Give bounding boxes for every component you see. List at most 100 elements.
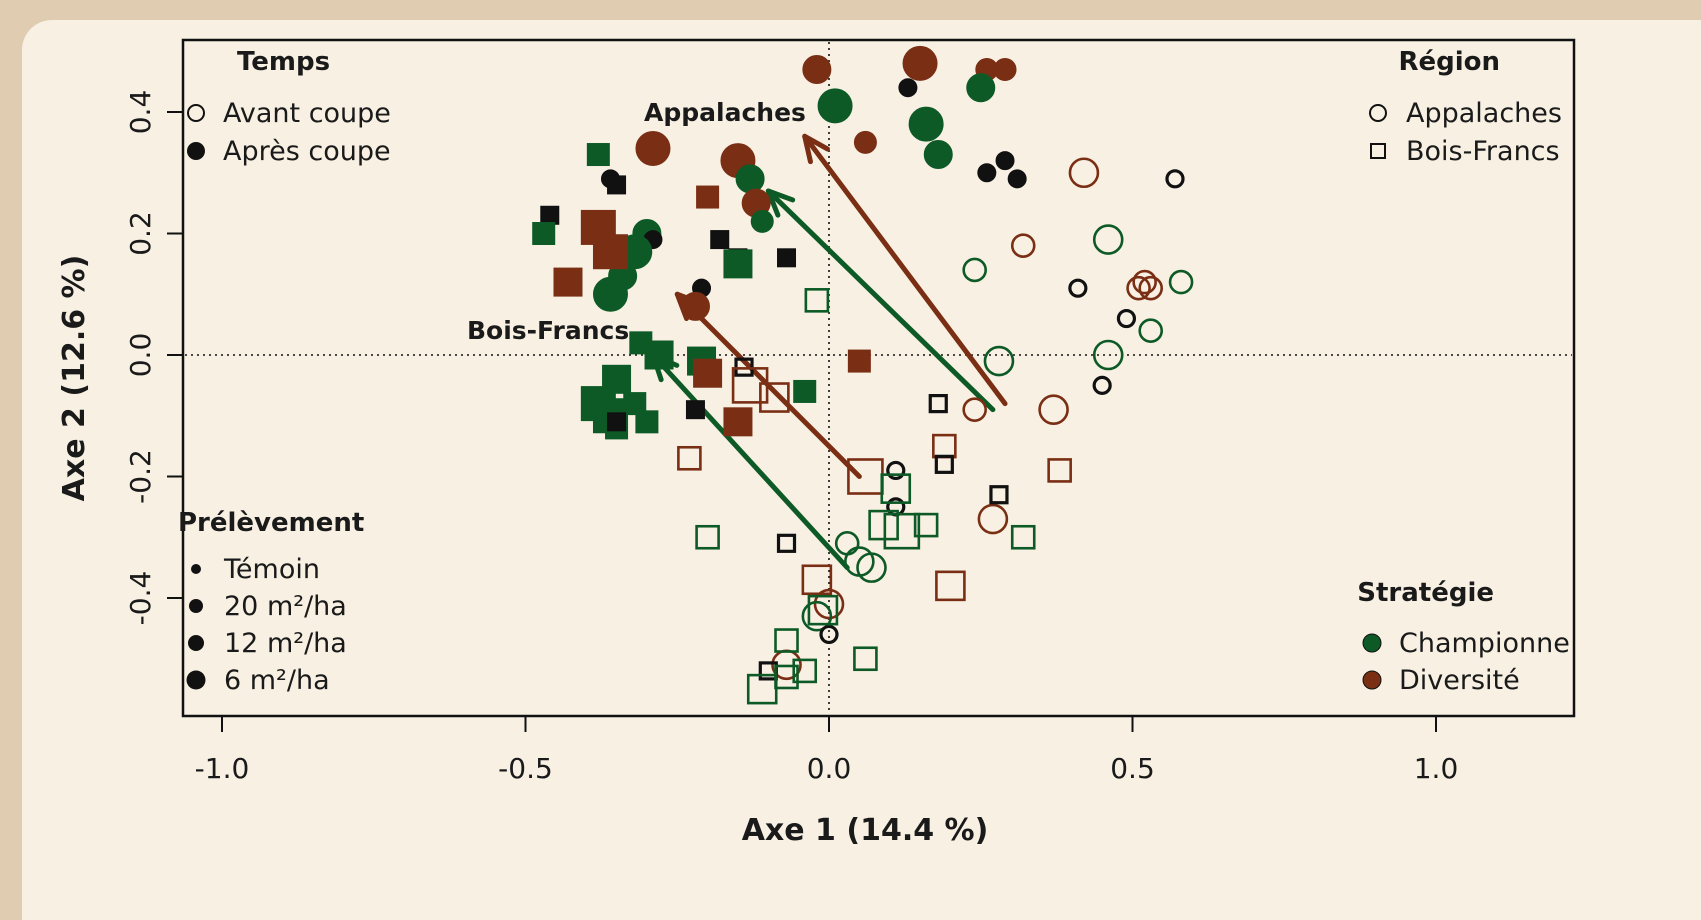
data-point-appalaches-apres	[735, 164, 765, 194]
plot-frame	[181, 38, 1576, 718]
data-point-bois-francs-avant	[913, 512, 939, 538]
data-point-bois-francs-apres	[693, 358, 723, 388]
data-point-appalaches-apres	[977, 163, 997, 183]
data-point-appalaches-avant	[1068, 157, 1100, 189]
data-point-appalaches-avant	[983, 345, 1015, 377]
data-point-appalaches-apres	[902, 45, 938, 81]
legend-temps: Temps Avant coupe Après coupe	[187, 47, 391, 167]
legend-strategie: Stratégie Championne Diversité	[1357, 578, 1570, 696]
data-point-appalaches-apres	[995, 151, 1015, 171]
legend-region-title: Région	[1398, 47, 1500, 77]
data-point-bois-francs-apres	[540, 205, 560, 225]
data-point-appalaches-avant	[886, 497, 906, 517]
data-point-appalaches-avant	[1068, 278, 1088, 298]
chart-panel: -1.0 -0.5 0.0 0.5 1.0 -0.4 -0.2 0.0 0.2 0.4 Axe 2…	[22, 20, 1701, 920]
arrow-appalaches-championne	[765, 188, 996, 413]
data-point-appalaches-avant	[962, 397, 987, 422]
legend-dot-large-icon	[188, 635, 204, 651]
data-point-bois-francs-apres	[644, 340, 674, 370]
legend-prelevement-title: Prélèvement	[178, 508, 364, 538]
data-point-appalaches-avant	[1010, 233, 1036, 258]
data-point-appalaches-avant	[1092, 224, 1124, 255]
data-point-bois-francs-apres	[532, 222, 556, 245]
legend-temps-title: Temps	[237, 47, 330, 77]
data-point-bois-francs-apres	[592, 234, 628, 270]
y-tick-label: 0.2	[124, 211, 157, 256]
data-point-bois-francs-avant	[935, 570, 966, 602]
data-point-bois-francs-avant	[746, 673, 778, 705]
data-point-appalaches-avant	[834, 531, 860, 556]
data-point-bois-francs-apres	[710, 230, 730, 250]
legend-strategie-title: Stratégie	[1357, 578, 1494, 608]
y-tick-label: 0.4	[124, 90, 157, 135]
legend-filled-circle-icon	[187, 142, 205, 160]
data-point-appalaches-apres	[592, 276, 628, 312]
data-point-bois-francs-avant	[847, 458, 884, 495]
data-point-bois-francs-apres	[723, 407, 753, 437]
data-point-appalaches-apres	[966, 73, 996, 103]
data-point-bois-francs-avant	[731, 367, 769, 404]
data-point-appalaches-avant	[819, 624, 839, 645]
legend-region-item-bois-francs: Bois-Francs	[1406, 136, 1560, 167]
legend-strategie-item-championne: Championne	[1399, 628, 1570, 659]
data-point-bois-francs-apres	[847, 349, 871, 373]
data-point-bois-francs-apres	[607, 412, 627, 432]
x-axis-label: Axe 1 (14.4 %)	[742, 813, 989, 848]
data-point-bois-francs-avant	[695, 524, 720, 550]
legend-prelevement: Prélèvement Témoin 20 m²/ha 12 m²/ha 6 m…	[178, 508, 364, 696]
data-point-bois-francs-avant	[1047, 458, 1072, 483]
data-point-appalaches-avant	[886, 460, 906, 481]
legend-region-item-appalaches: Appalaches	[1406, 98, 1562, 129]
legend-prelevement-item-temoin: Témoin	[223, 554, 320, 585]
legend-strategie-item-diversite: Diversité	[1399, 665, 1520, 696]
data-point-appalaches-apres	[817, 88, 853, 124]
annotation-bois-francs: Bois-Francs	[467, 316, 629, 345]
data-point-appalaches-avant	[977, 503, 1009, 535]
data-point-appalaches-avant	[813, 588, 845, 620]
data-point-appalaches-avant	[1138, 275, 1164, 301]
data-point-appalaches-apres	[853, 130, 877, 154]
y-axis-label: Axe 2 (12.6 %)	[57, 255, 92, 502]
data-point-bois-francs-apres	[586, 143, 610, 167]
data-point-appalaches-apres	[1007, 169, 1027, 189]
y-tick-label: 0.0	[124, 333, 157, 378]
legend-dot-small-icon	[191, 564, 201, 574]
data-point-bois-francs-apres	[607, 175, 627, 195]
x-tick-label: -1.0	[195, 752, 250, 785]
data-point-bois-francs-avant	[774, 628, 799, 653]
legend-square-icon	[1370, 143, 1386, 159]
legend-dot-xlarge-icon	[186, 670, 206, 690]
legend-prelevement-item-20: 20 m²/ha	[224, 591, 347, 622]
legend-prelevement-item-12: 12 m²/ha	[224, 628, 347, 659]
data-point-appalaches-apres	[898, 78, 918, 98]
data-point-bois-francs-avant	[807, 594, 839, 626]
data-point-appalaches-avant	[856, 552, 887, 583]
data-point-bois-francs-avant	[932, 433, 957, 459]
data-point-bois-francs-apres	[723, 249, 753, 279]
data-point-appalaches-avant	[801, 600, 833, 632]
legend-circle-icon	[1369, 104, 1387, 122]
y-tick-label: -0.2	[124, 449, 157, 504]
data-point-bois-francs-avant	[934, 454, 954, 474]
data-point-appalaches-avant	[1116, 308, 1137, 329]
data-point-bois-francs-avant	[804, 288, 830, 313]
data-point-bois-francs-avant	[776, 533, 797, 553]
data-point-appalaches-apres	[908, 106, 944, 142]
data-point-appalaches-avant	[1168, 269, 1194, 295]
data-point-bois-francs-avant	[880, 473, 912, 504]
data-point-appalaches-apres	[923, 140, 953, 170]
data-point-appalaches-apres	[802, 54, 832, 84]
data-point-bois-francs-avant	[801, 564, 833, 596]
data-point-appalaches-avant	[1126, 275, 1151, 301]
data-point-bois-francs-apres	[696, 185, 720, 209]
data-point-appalaches-avant	[1092, 375, 1112, 395]
annotation-appalaches: Appalaches	[644, 98, 806, 127]
legend-open-circle-icon	[187, 104, 205, 122]
data-point-appalaches-apres	[680, 291, 710, 321]
x-tick-label: -0.5	[498, 752, 553, 785]
data-point-bois-francs-avant	[883, 512, 921, 550]
data-point-appalaches-avant	[1038, 394, 1069, 425]
data-point-appalaches-avant	[1165, 169, 1185, 189]
data-point-bois-francs-avant	[677, 445, 702, 471]
legend-temps-item-avant: Avant coupe	[223, 98, 391, 129]
